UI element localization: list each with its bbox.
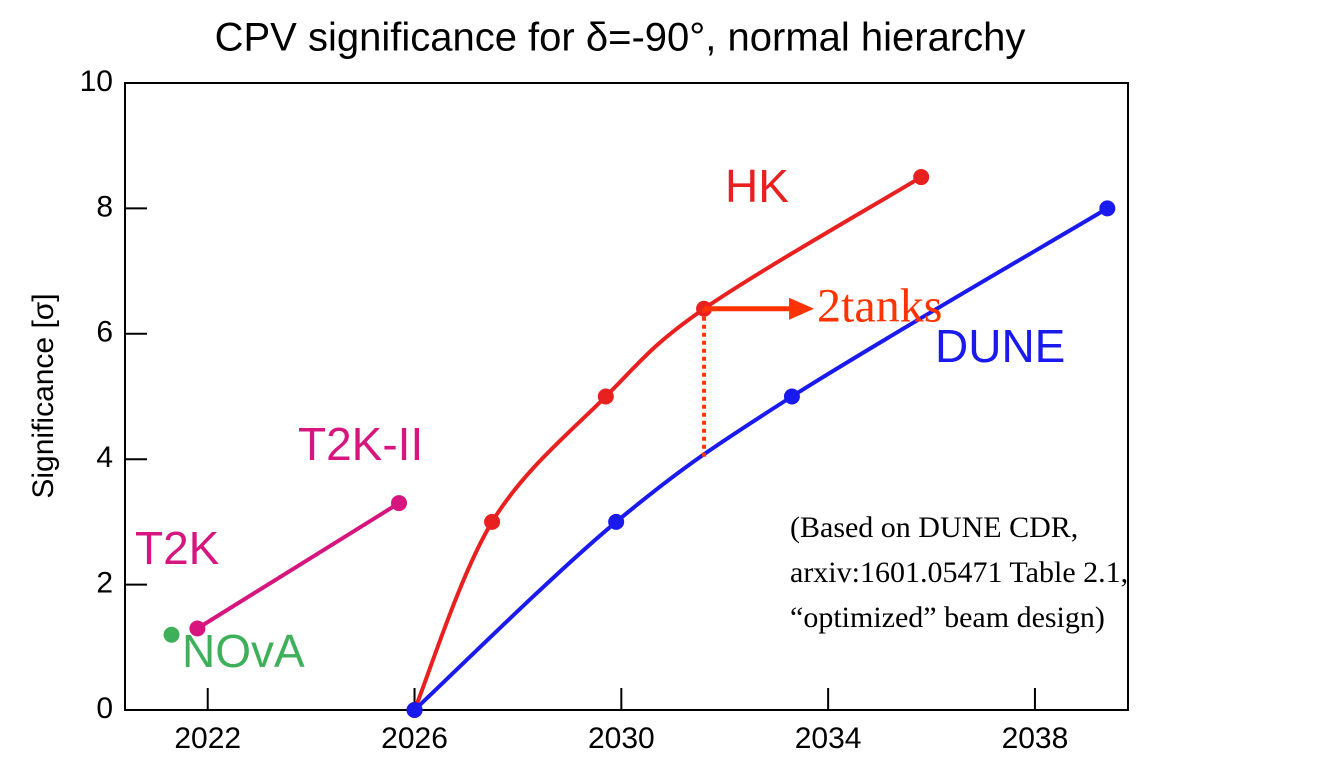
y-tick-label: 4 xyxy=(96,441,113,474)
data-point xyxy=(1099,200,1116,217)
data-point xyxy=(913,169,930,186)
y-tick-label: 0 xyxy=(96,692,113,725)
x-tick-label: 2034 xyxy=(795,722,862,755)
x-tick-label: 2038 xyxy=(1002,722,1069,755)
chart-title: CPV significance for δ=-90°, normal hier… xyxy=(215,16,1026,60)
data-point xyxy=(783,388,800,405)
x-tick-label: 2022 xyxy=(174,722,241,755)
series-line xyxy=(413,206,1109,712)
data-point xyxy=(406,702,423,718)
data-point xyxy=(163,626,180,643)
data-point xyxy=(608,513,625,530)
series-label: HK xyxy=(725,160,789,212)
annotation-arrowhead xyxy=(789,297,815,320)
data-point xyxy=(189,620,206,637)
note-line: (Based on DUNE CDR, xyxy=(790,511,1078,544)
x-tick-label: 2030 xyxy=(588,722,655,755)
y-tick-label: 10 xyxy=(80,65,113,98)
note-line: “optimized” beam design) xyxy=(790,601,1105,634)
y-tick-label: 2 xyxy=(96,567,113,600)
data-point xyxy=(391,495,408,512)
plot-frame xyxy=(124,82,1129,711)
y-tick-label: 8 xyxy=(96,190,113,223)
annotation-label: 2tanks xyxy=(817,280,942,333)
note-line: arxiv:1601.05471 Table 2.1, xyxy=(790,556,1128,589)
x-tick-label: 2026 xyxy=(381,722,448,755)
data-point xyxy=(484,513,501,530)
series-label: DUNE xyxy=(935,320,1065,372)
y-axis-label: Significance [σ] xyxy=(27,293,60,498)
y-tick-label: 6 xyxy=(96,316,113,349)
series-label: T2K xyxy=(135,522,220,574)
series-line xyxy=(196,501,401,631)
data-point xyxy=(597,388,614,405)
annotation-label: T2K-II xyxy=(298,418,423,470)
